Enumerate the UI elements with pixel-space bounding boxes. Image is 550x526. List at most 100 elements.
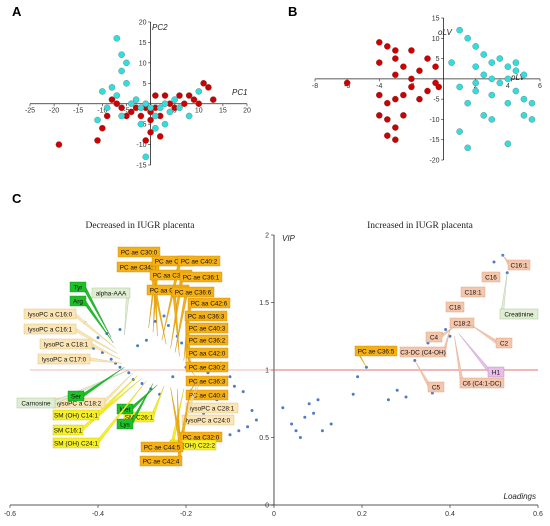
x-tick-label: 5 xyxy=(173,108,177,115)
metabolite-point xyxy=(320,429,324,433)
metabolite-label-box xyxy=(185,361,229,373)
metabolite-label: PC ae C42:4 xyxy=(143,458,180,465)
metabolite-label-box xyxy=(185,334,229,346)
red-sample-point xyxy=(424,55,431,62)
cyan-sample-point xyxy=(472,87,479,95)
metabolite-point xyxy=(228,375,232,379)
cyan-sample-point xyxy=(464,35,471,42)
metabolite-point xyxy=(426,341,430,345)
metabolite-label-box xyxy=(425,331,443,343)
metabolite-label-box xyxy=(69,295,87,307)
cyan-sample-point xyxy=(128,100,135,107)
metabolite-label: C3-DC (C4-OH) xyxy=(400,349,445,356)
metabolite-point xyxy=(136,344,140,348)
y-tick-label: 10 xyxy=(139,60,147,67)
metabolite-point xyxy=(171,375,175,379)
metabolite-label: PC ae C40:2 xyxy=(181,258,218,265)
x-tick-label: 2 xyxy=(474,83,478,90)
red-sample-point xyxy=(432,63,439,70)
x-axis-label: PC1 xyxy=(232,88,248,97)
cyan-sample-point xyxy=(195,88,203,95)
metabolite-label: PC aa C36:3 xyxy=(188,313,225,320)
metabolite-label-box xyxy=(399,346,447,358)
cyan-sample-point xyxy=(142,100,149,107)
y-tick-label: 1 xyxy=(265,368,269,375)
metabolite-label: lysoPC a C18:2 xyxy=(57,400,102,407)
y-tick-label: 5 xyxy=(436,56,440,63)
red-sample-point xyxy=(209,96,217,103)
cyan-sample-point xyxy=(113,92,121,99)
cyan-sample-point xyxy=(456,26,463,34)
label-callout-pointer xyxy=(129,384,158,411)
metabolite-label: lysoPC a C28:1 xyxy=(190,405,235,412)
metabolite-label-box xyxy=(16,397,56,409)
red-sample-point xyxy=(156,133,164,140)
cyan-sample-point xyxy=(472,79,479,87)
metabolite-point xyxy=(118,365,122,369)
y-tick-label: -10 xyxy=(429,117,439,124)
red-sample-point xyxy=(181,100,188,107)
metabolite-label: PC ae C30:0 xyxy=(121,249,158,256)
metabolite-point xyxy=(329,422,333,426)
cyan-sample-point xyxy=(99,88,106,95)
metabolite-label: PC ae C40:3 xyxy=(189,325,226,332)
red-sample-point xyxy=(137,112,145,120)
red-sample-point xyxy=(376,91,383,99)
vip-loadings-panel-c: -0.6 -0.4 -0.2 0 0.2 0.4 0.6 0 0.5 1 1.5 2 VIP Loadin… xyxy=(4,221,543,518)
x-tick-label: -8 xyxy=(312,83,318,90)
metabolite-point xyxy=(180,341,184,345)
metabolite-label: lysoPC a C24:0 xyxy=(186,417,231,424)
red-sample-point xyxy=(94,137,101,144)
x-tick-label: 0.4 xyxy=(445,511,455,518)
cyan-sample-point xyxy=(488,75,496,83)
cyan-sample-point xyxy=(520,71,528,79)
red-sample-point xyxy=(200,80,207,87)
y-tick-label: 0 xyxy=(265,503,269,510)
red-sample-point xyxy=(408,47,415,54)
y-axis-label: PC2 xyxy=(152,23,168,32)
cyan-sample-point xyxy=(504,63,512,70)
red-sample-point xyxy=(384,116,391,123)
panel-letter-c: C xyxy=(12,191,22,206)
x-tick-label: 20 xyxy=(243,108,251,115)
metabolite-label-box xyxy=(52,437,100,449)
red-sample-point xyxy=(142,137,149,144)
y-tick-label: -20 xyxy=(429,158,439,165)
label-callout-pointer xyxy=(500,272,508,315)
metabolite-label-box xyxy=(499,308,539,320)
cyan-sample-point xyxy=(528,116,536,123)
x-tick-label: -5 xyxy=(123,108,129,115)
red-sample-point xyxy=(376,39,383,46)
cyan-sample-point xyxy=(132,96,140,103)
metabolite-label: PC ae C36:2 xyxy=(189,337,226,344)
metabolite-label: PC ae C36:6 xyxy=(175,289,212,296)
cyan-sample-point xyxy=(448,59,455,66)
metabolite-label-box xyxy=(117,246,161,258)
cyan-sample-point xyxy=(504,75,512,83)
y-tick-label: 15 xyxy=(139,40,147,47)
metabolite-label-box xyxy=(185,375,229,387)
metabolite-label-box xyxy=(185,347,229,359)
metabolite-label-box xyxy=(185,322,229,334)
metabolite-point xyxy=(290,422,294,426)
x-tick-label: -0.2 xyxy=(180,511,192,518)
red-sample-point xyxy=(103,112,111,120)
red-sample-point xyxy=(424,87,431,95)
cyan-sample-point xyxy=(171,96,178,103)
y-tick-label: -10 xyxy=(136,142,146,149)
red-sample-point xyxy=(416,67,423,74)
metabolite-point xyxy=(246,425,250,429)
y-tick-label: 2 xyxy=(265,233,269,240)
metabolite-point xyxy=(241,390,245,394)
cyan-sample-point xyxy=(464,144,471,152)
metabolite-point xyxy=(430,391,434,395)
metabolite-label: SM C26:1 xyxy=(125,414,154,421)
label-callout-pointer xyxy=(124,292,130,335)
cyan-sample-point xyxy=(118,67,125,75)
x-tick-label: 0 xyxy=(272,511,276,518)
red-sample-point xyxy=(99,124,106,132)
metabolite-label: C18:1 xyxy=(464,289,481,296)
cyan-sample-point xyxy=(456,83,463,91)
metabolite-point xyxy=(153,319,157,323)
metabolite-label: PC aa C42:6 xyxy=(191,300,228,307)
